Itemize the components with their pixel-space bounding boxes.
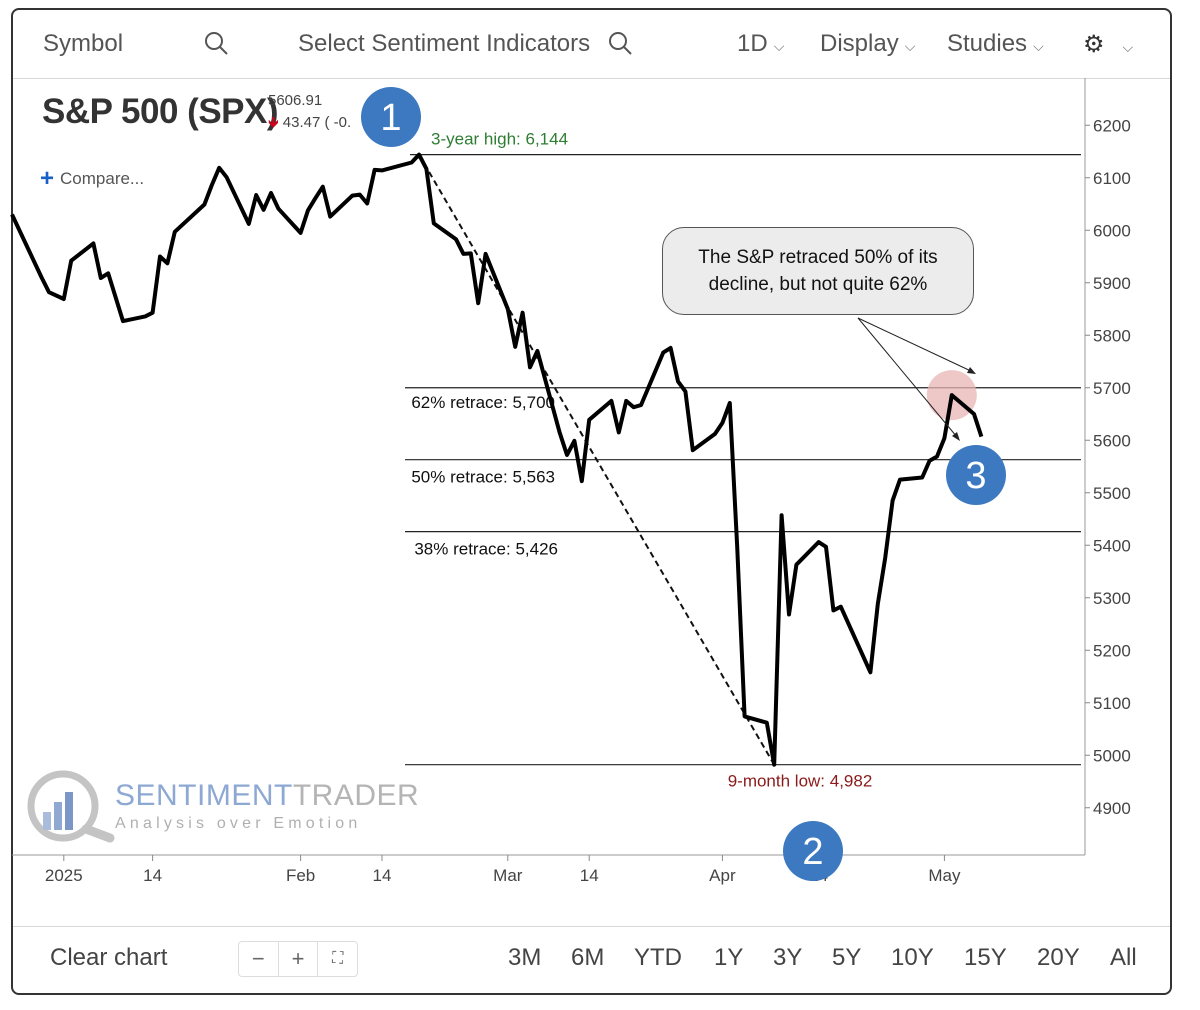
clear-chart-button[interactable]: Clear chart	[50, 944, 168, 971]
range-ytd-button[interactable]: YTD	[634, 944, 682, 971]
x-tick-label: May	[928, 866, 961, 885]
trendline	[418, 154, 776, 766]
level-label: 9-month low: 4,982	[728, 772, 873, 791]
range-3m-button[interactable]: 3M	[508, 944, 542, 971]
x-tick-label: Mar	[493, 866, 523, 885]
y-tick-label: 6000	[1093, 221, 1131, 240]
y-tick-label: 5600	[1093, 431, 1131, 450]
price-change-value: 43.47 ( -0.	[282, 114, 352, 131]
display-dropdown[interactable]: Display ⌵	[820, 30, 915, 58]
level-label: 38% retrace: 5,426	[414, 540, 558, 559]
sentimentrader-logo-icon	[27, 770, 115, 843]
callout-line-2: decline, but not quite 62%	[708, 274, 928, 295]
symbol-title: S&P 500 (SPX)	[42, 92, 279, 131]
marker-badge	[946, 445, 1006, 505]
callout-arrow	[857, 317, 974, 373]
plus-icon: +	[40, 165, 55, 192]
price-change: 🡻 43.47 ( -0.	[268, 112, 351, 137]
callout-marker-2: 2	[783, 821, 843, 881]
arrowhead-icon	[952, 432, 960, 441]
y-tick-label: 6200	[1093, 116, 1131, 135]
settings-dropdown[interactable]: ⚙ ⌵	[1083, 30, 1133, 59]
last-price: 5606.91	[268, 92, 323, 109]
range-all-button[interactable]: All	[1110, 944, 1137, 971]
logo-name-part-2: TRADER	[292, 779, 420, 812]
top-toolbar: Symbol Select Sentiment Indicators 1D ⌵ D…	[13, 10, 1170, 79]
range-20y-button[interactable]: 20Y	[1037, 944, 1080, 971]
display-label: Display	[820, 30, 899, 57]
annotation-callout: The S&P retraced 50% of its decline, but…	[662, 227, 974, 315]
y-tick-label: 5300	[1093, 589, 1131, 608]
level-label: 62% retrace: 5,700	[411, 393, 555, 412]
range-3y-button[interactable]: 3Y	[773, 944, 803, 971]
bottom-toolbar: Clear chart − + ⛶ 3M 6M YTD 1Y 3Y 5Y 10Y…	[13, 926, 1170, 993]
range-6m-button[interactable]: 6M	[571, 944, 605, 971]
logo-name-part-1: SENTIMENT	[115, 779, 293, 812]
x-tick-label: 14	[143, 866, 162, 885]
level-label: 3-year high: 6,144	[431, 130, 568, 149]
symbol-input[interactable]: Symbol	[43, 30, 124, 57]
range-15y-button[interactable]: 15Y	[964, 944, 1007, 971]
level-label: 50% retrace: 5,563	[411, 468, 555, 487]
zoom-in-button[interactable]: +	[279, 942, 319, 976]
range-5y-button[interactable]: 5Y	[832, 944, 862, 971]
chevron-down-icon: ⌵	[773, 38, 785, 54]
studies-label: Studies	[947, 30, 1028, 57]
marker-badge	[783, 821, 843, 881]
compare-label: Compare...	[60, 169, 145, 188]
symbol-search-icon[interactable]	[203, 30, 229, 56]
y-tick-label: 5400	[1093, 536, 1131, 555]
x-tick-label: 2025	[45, 866, 83, 885]
y-tick-label: 5000	[1093, 746, 1131, 765]
callout-marker-3: 3	[946, 445, 1006, 505]
interval-label: 1D	[737, 30, 768, 57]
y-tick-label: 4900	[1093, 799, 1131, 818]
chevron-down-icon: ⌵	[904, 38, 916, 54]
x-tick-label: Feb	[286, 866, 315, 885]
x-tick-label: 14	[373, 866, 392, 885]
fullscreen-icon[interactable]: ⛶	[332, 950, 344, 967]
compare-button[interactable]: + Compare...	[40, 165, 144, 193]
range-10y-button[interactable]: 10Y	[891, 944, 934, 971]
logo-tagline: Analysis over Emotion	[115, 815, 362, 832]
logo-wordmark: SENTIMENTTRADER	[115, 779, 419, 813]
y-tick-label: 6100	[1093, 169, 1131, 188]
marker-number: 2	[802, 831, 823, 873]
price-line	[10, 152, 984, 767]
callout-line-1: The S&P retraced 50% of its	[698, 247, 938, 268]
marker-number: 1	[380, 97, 401, 139]
x-tick-label: Apr	[709, 866, 736, 885]
sentiment-search-icon[interactable]	[607, 30, 633, 56]
y-tick-label: 5800	[1093, 326, 1131, 345]
studies-dropdown[interactable]: Studies ⌵	[947, 30, 1044, 58]
callout-marker-1: 1	[361, 87, 421, 147]
arrowhead-icon	[967, 367, 976, 374]
range-1y-button[interactable]: 1Y	[714, 944, 744, 971]
y-tick-label: 5200	[1093, 641, 1131, 660]
interval-dropdown[interactable]: 1D ⌵	[737, 30, 784, 58]
marker-badge	[361, 87, 421, 147]
callout-arrow	[857, 317, 958, 438]
x-tick-label: 14	[580, 866, 599, 885]
gear-icon: ⚙	[1083, 31, 1105, 58]
chevron-down-icon: ⌵	[1122, 39, 1134, 55]
sentiment-indicator-select[interactable]: Select Sentiment Indicators	[298, 30, 591, 57]
y-tick-label: 5900	[1093, 274, 1131, 293]
y-tick-label: 5700	[1093, 379, 1131, 398]
down-arrow-icon: 🡻	[268, 114, 279, 131]
y-tick-label: 5500	[1093, 484, 1131, 503]
chevron-down-icon: ⌵	[1033, 38, 1044, 54]
y-tick-label: 5100	[1093, 694, 1131, 713]
marker-number: 3	[965, 455, 986, 497]
zoom-out-button[interactable]: −	[239, 942, 279, 976]
zoom-controls: − + ⛶	[238, 941, 358, 977]
